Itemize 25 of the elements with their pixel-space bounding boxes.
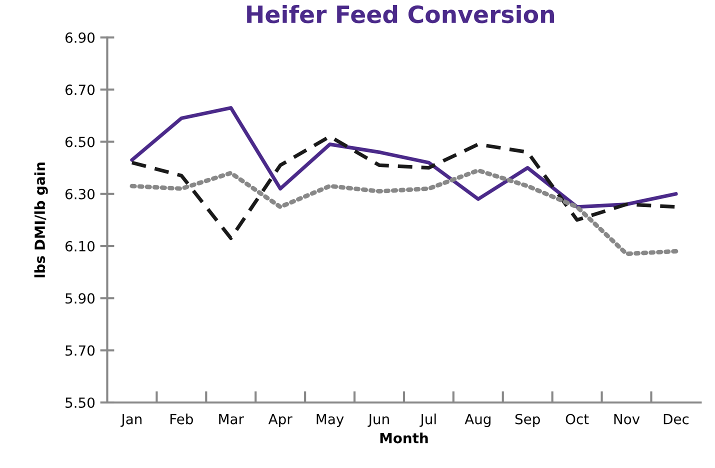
y-tick-label: 6.70 — [65, 84, 95, 96]
x-tick-label: Apr — [268, 414, 292, 428]
y-axis-title: lbs DMI/lb gain — [34, 162, 48, 278]
x-tick-label: Oct — [566, 414, 589, 424]
x-tick-label: Sep — [515, 414, 540, 428]
y-tick-label: 6.10 — [65, 241, 95, 252]
line-series — [130, 106, 678, 209]
x-tick-label: Nov — [614, 414, 640, 424]
chart-title: Heifer Feed Conversion — [247, 4, 554, 24]
y-tick-label: 5.90 — [66, 293, 95, 304]
y-tick-label: 6.30 — [65, 188, 95, 200]
x-axis-title: Month — [380, 432, 428, 444]
y-tick-label: 5.70 — [66, 345, 95, 356]
y-tick-label: 6.50 — [65, 136, 95, 148]
y-tick-label: 6.90 — [65, 32, 95, 43]
x-tick-label: Dec — [664, 414, 689, 424]
x-tick-label: Jan — [120, 414, 142, 427]
x-tick-label: Aug — [464, 414, 490, 428]
x-tick-label: Jul — [420, 414, 436, 427]
y-tick-label: 5.50 — [66, 397, 95, 408]
line-series — [130, 168, 678, 256]
x-tick-label: Mar — [219, 414, 244, 424]
x-tick-label: Jun — [368, 414, 389, 427]
x-tick-label: May — [316, 414, 344, 428]
x-tick-label: Feb — [170, 414, 193, 424]
